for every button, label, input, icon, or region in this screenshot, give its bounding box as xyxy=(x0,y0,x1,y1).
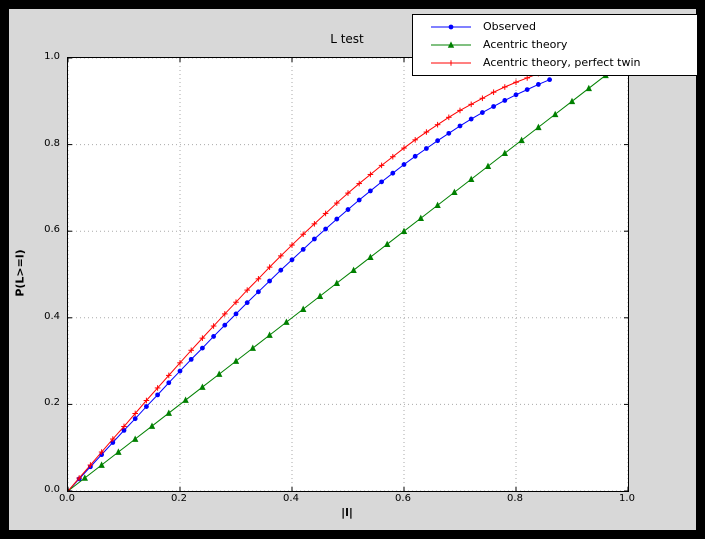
legend-label: Observed xyxy=(483,20,536,33)
chart-title: L test xyxy=(330,32,364,46)
legend: Observed Acentric theory Acentric theory, … xyxy=(412,14,698,76)
series-circle xyxy=(68,77,552,491)
x-tick-label: 0.4 xyxy=(283,493,299,504)
series-triangle xyxy=(68,71,609,491)
legend-entry: Acentric theory, perfect twin xyxy=(429,56,691,70)
y-tick-label: 0.2 xyxy=(44,397,60,409)
y-tick-label: 0.0 xyxy=(44,484,60,495)
x-tick-label: 0.2 xyxy=(171,493,187,504)
x-tick-label: 1.0 xyxy=(619,493,635,504)
y-tick-label: 0.8 xyxy=(44,137,60,149)
x-tick-label: 0.6 xyxy=(395,493,411,504)
legend-label: Acentric theory, perfect twin xyxy=(483,56,641,69)
x-tick-label: 0.0 xyxy=(59,493,75,504)
legend-label: Acentric theory xyxy=(483,38,568,51)
y-tick-label: 0.6 xyxy=(44,224,60,236)
y-tick-label: 0.4 xyxy=(44,310,60,322)
legend-sample-plus xyxy=(431,60,471,66)
y-tick-label: 1.0 xyxy=(44,51,60,62)
plot-area xyxy=(67,57,629,492)
legend-sample-triangle xyxy=(431,41,471,48)
legend-sample-circle xyxy=(431,24,471,30)
series-plus xyxy=(68,67,553,491)
legend-entry: Acentric theory xyxy=(429,38,691,52)
legend-entry: Observed xyxy=(429,20,691,34)
y-axis-label: P(L>=l) xyxy=(13,249,27,297)
plot-svg xyxy=(68,58,628,491)
x-tick-label: 0.8 xyxy=(507,493,523,504)
x-axis-label: |l| xyxy=(341,506,353,519)
